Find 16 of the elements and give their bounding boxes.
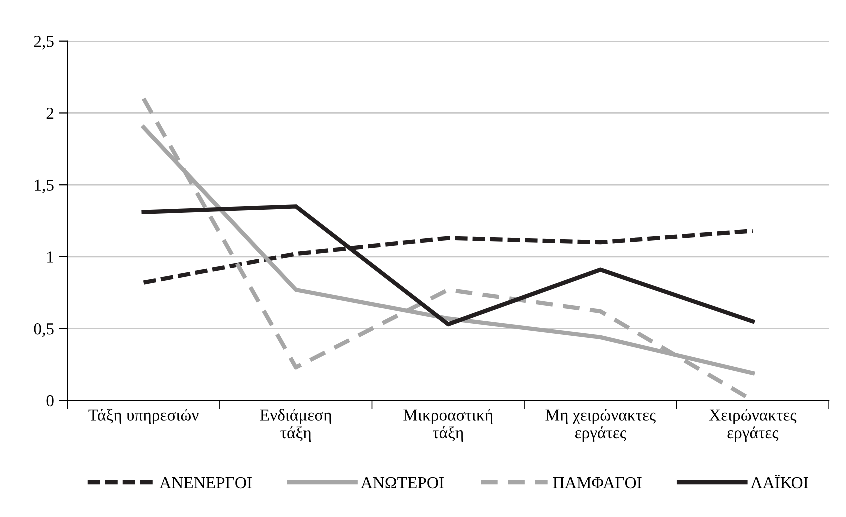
legend-label: ΑΝΕΝΕΡΓΟΙ	[160, 477, 252, 489]
x-tick-label: Μη χειρώνακτες εργάτες	[546, 409, 656, 442]
y-tick-label: 2,5	[34, 36, 54, 50]
y-tick-label: 1,5	[35, 180, 54, 194]
legend-label: ΠΑΜΦΑΓΟΙ	[553, 477, 642, 489]
y-tick-label: 0	[46, 395, 54, 407]
legend-label: ΑΝΩΤΕΡΟΙ	[361, 477, 444, 489]
x-tick-label: Ενδιάμεση τάξη	[260, 409, 332, 442]
x-tick-label: Μικροαστική τάξη	[404, 409, 493, 442]
y-tick-label: 1	[48, 252, 54, 263]
line-series	[142, 204, 756, 327]
y-tick-label: 2	[46, 108, 54, 120]
y-tick-label: 0,5	[34, 324, 54, 338]
x-tick-label: Χειρώνακτες εργάτες	[709, 409, 797, 442]
x-tick-label: Τάξη υπηρεσιών	[88, 409, 199, 424]
legend-label: ΛΑΪΚΟΙ	[750, 474, 808, 489]
